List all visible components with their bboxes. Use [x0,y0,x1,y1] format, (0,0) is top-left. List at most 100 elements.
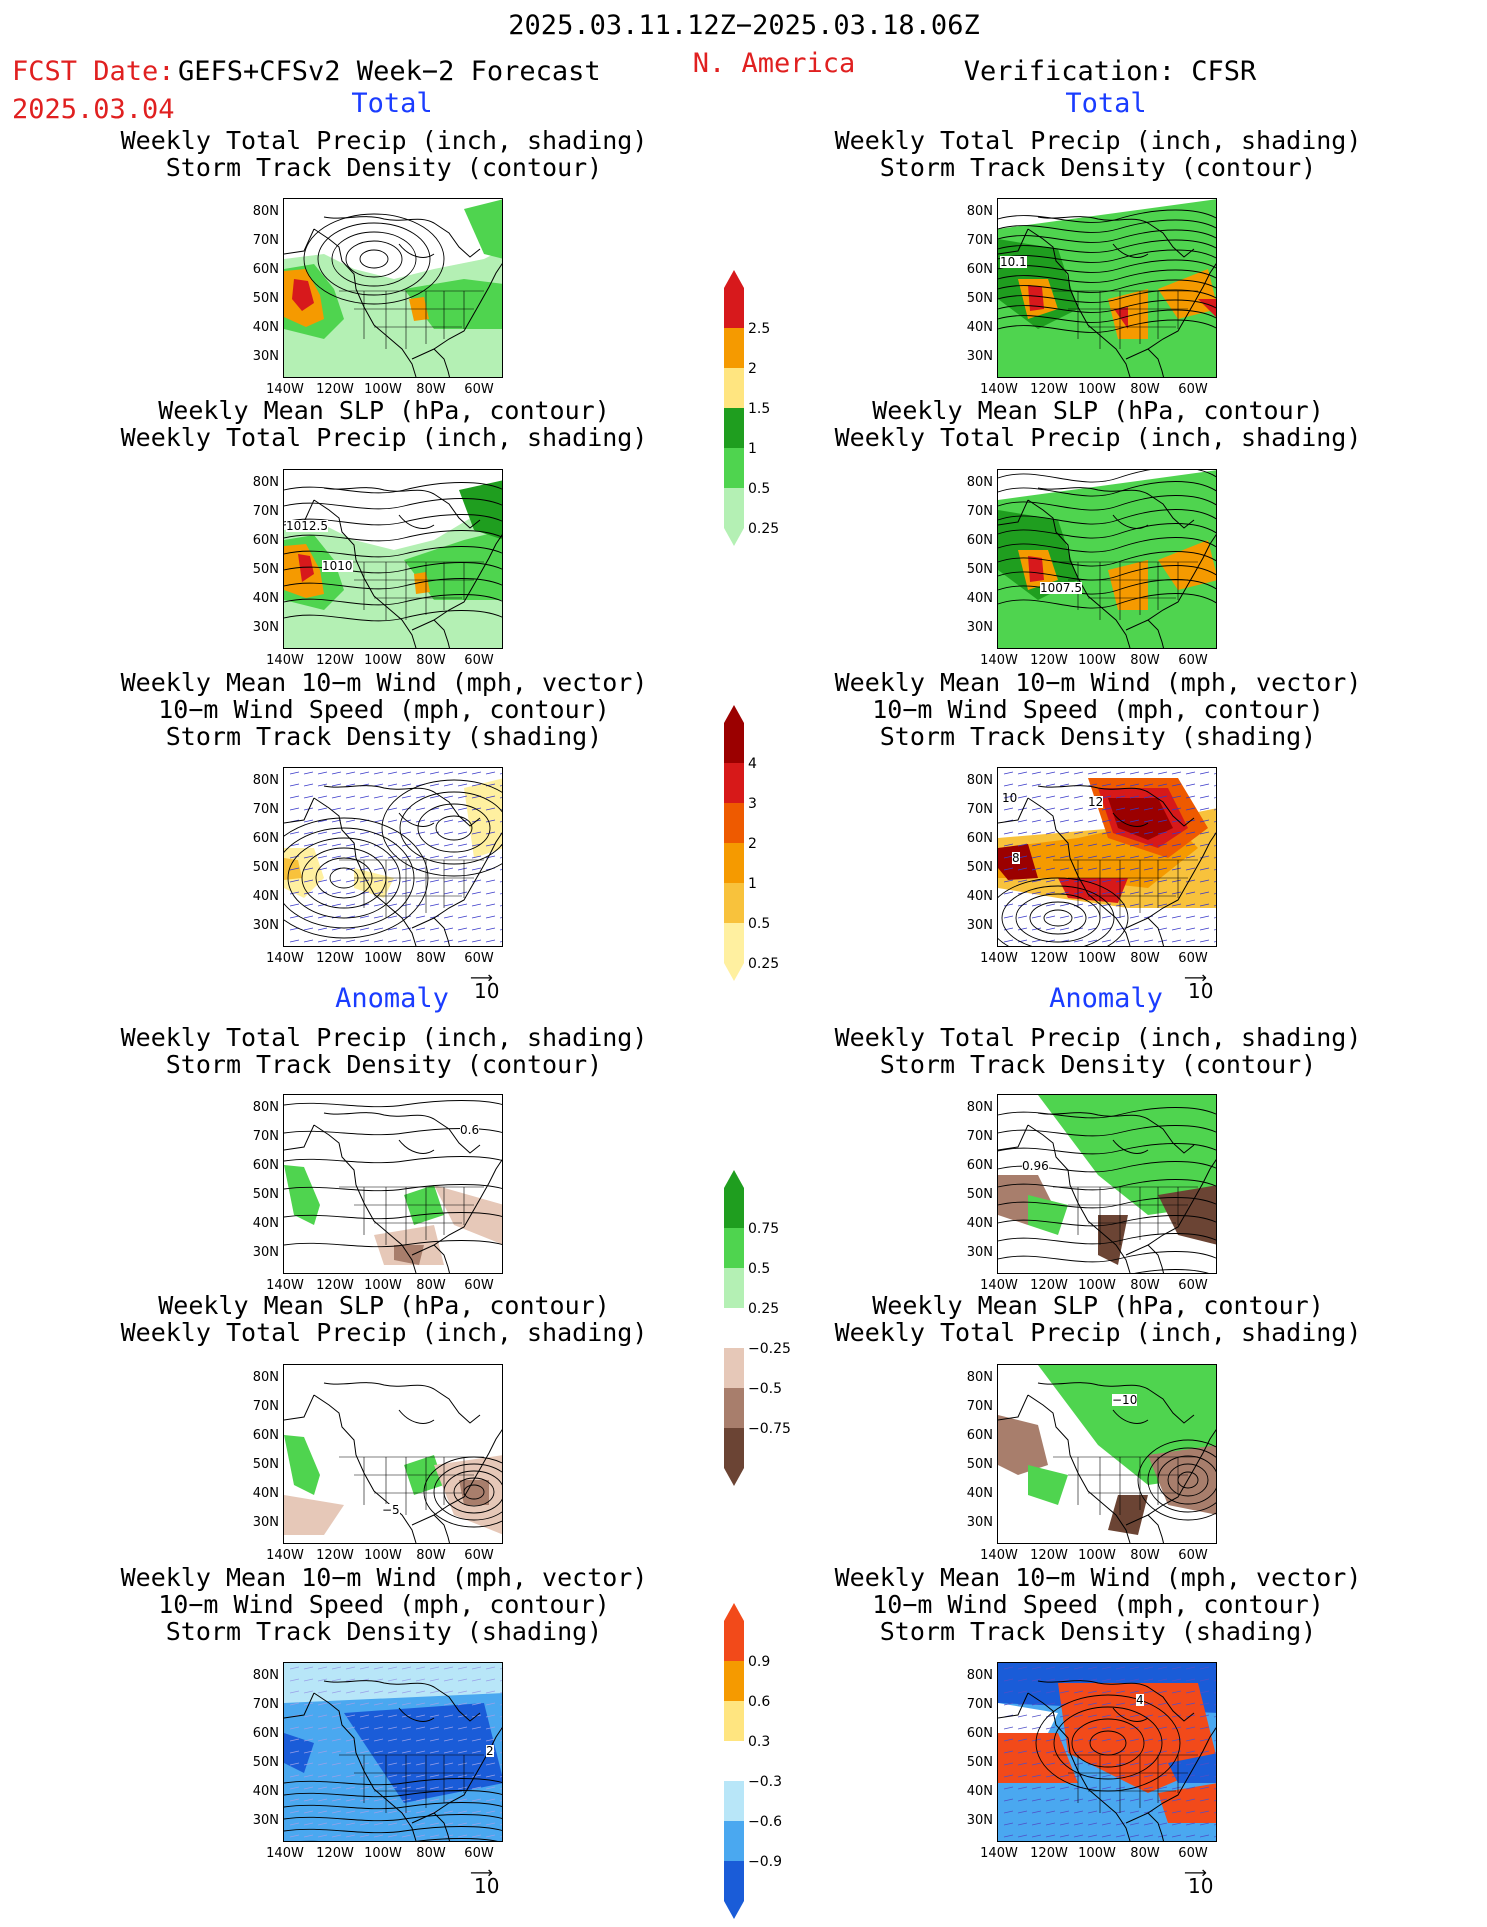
lon-label: 80W [416,951,446,966]
lat-label: 40N [966,1486,993,1501]
lon-label: 140W [980,1548,1018,1563]
lon-label: 120W [316,1548,354,1563]
lat-label: 40N [966,1784,993,1799]
lat-label: 60N [252,831,279,846]
lon-label: 100W [364,1278,402,1293]
lon-label: 80W [416,653,446,668]
lon-label: 120W [1030,382,1068,397]
lon-label: 100W [1078,1548,1116,1563]
model-label: GEFS+CFSv2 Week−2 Forecast [178,56,601,87]
contour-label: 1012.5 [286,519,328,533]
lon-label: 120W [316,1846,354,1861]
lat-label: 80N [966,1668,993,1683]
title-fa-p1-line1: Weekly Total Precip (inch, shading) [120,1023,648,1052]
lat-label: 70N [966,1129,993,1144]
lon-label: 80W [416,1846,446,1861]
colorbar-storm-density-anomaly: 0.9 0.6 0.3 −0.3 −0.6 −0.9 [724,1603,814,1927]
title-fl-p3-line1: Weekly Mean 10−m Wind (mph, vector) [120,668,648,697]
lon-label: 80W [1130,382,1160,397]
title-fl-p2-line1: Weekly Mean SLP (hPa, contour) [158,396,610,425]
lon-label: 60W [1178,1278,1208,1293]
contour-label: 0.6 [460,1123,480,1137]
lat-label: 80N [966,773,993,788]
lat-label: 40N [252,591,279,606]
svg-text:0.75: 0.75 [748,1221,779,1237]
lon-label: 120W [316,382,354,397]
lat-label: 80N [966,1370,993,1385]
lat-label: 60N [252,1158,279,1173]
lon-label: 100W [1078,653,1116,668]
lat-label: 30N [966,1515,993,1530]
verification-label: Verification: CFSR [963,56,1257,87]
fcst-date: 2025.03.04 [12,94,175,125]
lat-label: 70N [966,1697,993,1712]
svg-text:−0.25: −0.25 [748,1341,791,1357]
lon-label: 60W [464,1846,494,1861]
lon-label: 100W [1078,1846,1116,1861]
title-va-p2-line1: Weekly Mean SLP (hPa, contour) [872,1291,1324,1320]
section-anomaly-left: Anomaly [335,983,449,1014]
title-fl-p1-line2: Storm Track Density (contour) [165,153,603,182]
title-va-p1-line2: Storm Track Density (contour) [879,1050,1317,1079]
title-fa-p3-line2: 10−m Wind Speed (mph, contour) [158,1590,610,1619]
lon-label: 80W [1130,951,1160,966]
lon-label: 100W [364,653,402,668]
contour-label: 8 [1012,851,1020,865]
title-fa-p3-line1: Weekly Mean 10−m Wind (mph, vector) [120,1563,648,1592]
lat-label: 80N [252,773,279,788]
svg-text:−0.6: −0.6 [748,1814,782,1830]
contour-label: 10.1 [1000,255,1027,269]
lat-label: 30N [966,349,993,364]
svg-text:−0.75: −0.75 [748,1421,791,1437]
lon-label: 80W [1130,653,1160,668]
lat-label: 40N [252,1486,279,1501]
lon-label: 140W [266,1548,304,1563]
lon-label: 140W [266,1846,304,1861]
lat-label: 60N [966,1726,993,1741]
title-vl-p3-line3: Storm Track Density (shading) [879,722,1317,751]
lon-label: 60W [464,1548,494,1563]
lat-label: 80N [966,475,993,490]
title-va-p3-line2: 10−m Wind Speed (mph, contour) [872,1590,1324,1619]
lat-label: 50N [252,291,279,306]
title-fl-p3-line3: Storm Track Density (shading) [165,722,603,751]
lat-label: 70N [252,233,279,248]
lat-label: 80N [966,1100,993,1115]
lat-label: 60N [966,831,993,846]
vector-reference: ⟶ 10 [470,1863,500,1898]
fcst-label: FCST Date: [12,56,175,87]
lat-label: 60N [252,533,279,548]
lat-label: 40N [252,889,279,904]
contour-label: 10 [1002,791,1018,805]
svg-text:0.6: 0.6 [748,1694,770,1710]
lon-label: 140W [980,653,1018,668]
svg-text:0.25: 0.25 [748,521,779,537]
lon-label: 80W [416,382,446,397]
contour-label: 12 [1088,795,1104,809]
lat-label: 80N [252,1100,279,1115]
svg-text:0.25: 0.25 [748,956,779,972]
lat-label: 70N [966,802,993,817]
map-verif-total-wind-storm [997,767,1217,947]
lon-label: 80W [1130,1846,1160,1861]
contour-label: −5 [382,1503,400,1517]
lat-label: 50N [966,860,993,875]
section-total-right: Total [1065,88,1147,119]
map-verif-anom-precip-storm [997,1094,1217,1274]
vector-reference: ⟶ 10 [1184,1863,1214,1898]
svg-text:0.5: 0.5 [748,481,770,497]
svg-text:2: 2 [748,836,757,852]
lon-label: 120W [1030,1846,1068,1861]
title-fl-p3-line2: 10−m Wind Speed (mph, contour) [158,695,610,724]
valid-period: 2025.03.11.12Z−2025.03.18.06Z [508,10,980,41]
lat-label: 60N [252,1428,279,1443]
lon-label: 140W [266,653,304,668]
lat-label: 30N [252,349,279,364]
lat-label: 40N [252,320,279,335]
colorbar-storm-density: 4 3 2 1 0.5 0.25 [724,705,814,989]
colorbar-precip-anomaly: 0.75 0.5 0.25 −0.25 −0.5 −0.75 [724,1170,814,1494]
lat-label: 50N [966,562,993,577]
contour-label: 4 [1136,1693,1144,1707]
map-forecast-anom-precip-storm [283,1094,503,1274]
colorbar-precip: 2.5 2 1.5 1 0.5 0.25 [724,270,814,554]
